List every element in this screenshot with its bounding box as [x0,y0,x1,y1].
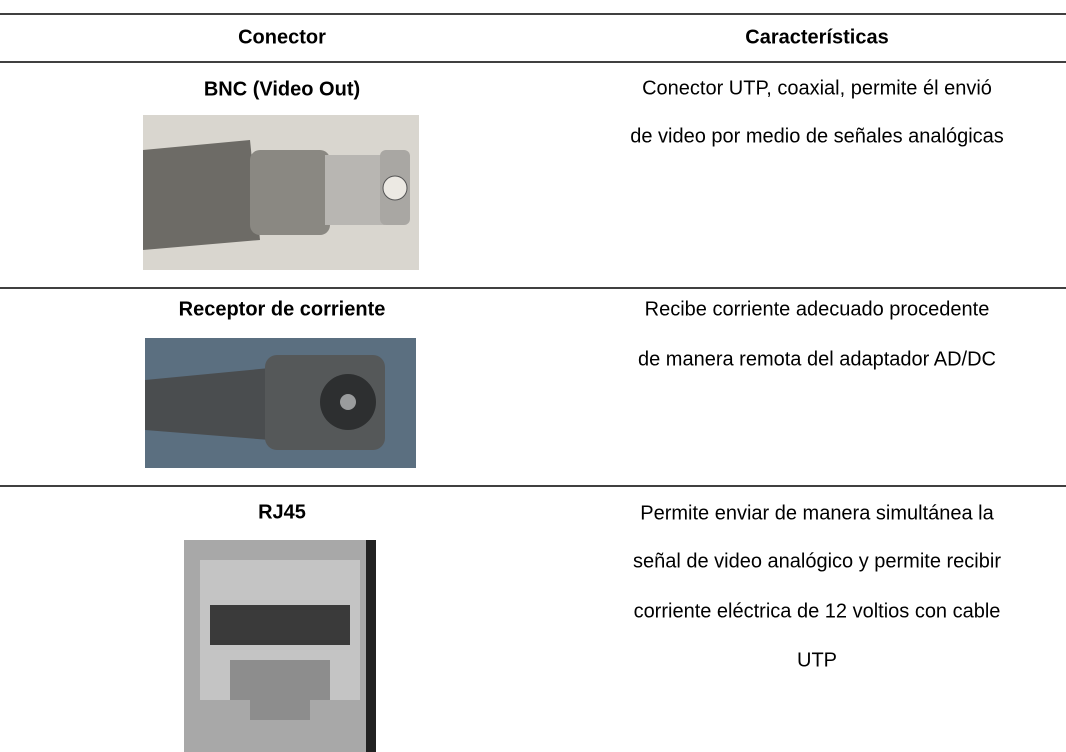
description-line: UTP [797,649,837,671]
rj45-photo [184,540,376,752]
description-line: señal de video analógico y permite recib… [633,550,1001,572]
description-line: Conector UTP, coaxial, permite él envió [642,77,992,99]
description-line: de manera remota del adaptador AD/DC [638,348,996,370]
power-photo [145,338,416,468]
description-line: Permite enviar de manera simultánea la [640,502,994,524]
connector-name: BNC (Video Out) [204,78,360,100]
header: Características [745,26,888,48]
bnc-photo [143,115,419,270]
connector-name: RJ45 [258,501,306,523]
header: Conector [238,26,326,48]
description-line: Recibe corriente adecuado procedente [645,298,990,320]
connector-name: Receptor de corriente [179,298,386,320]
description-line: corriente eléctrica de 12 voltios con ca… [634,600,1001,622]
description-line: de video por medio de señales analógicas [630,125,1004,147]
